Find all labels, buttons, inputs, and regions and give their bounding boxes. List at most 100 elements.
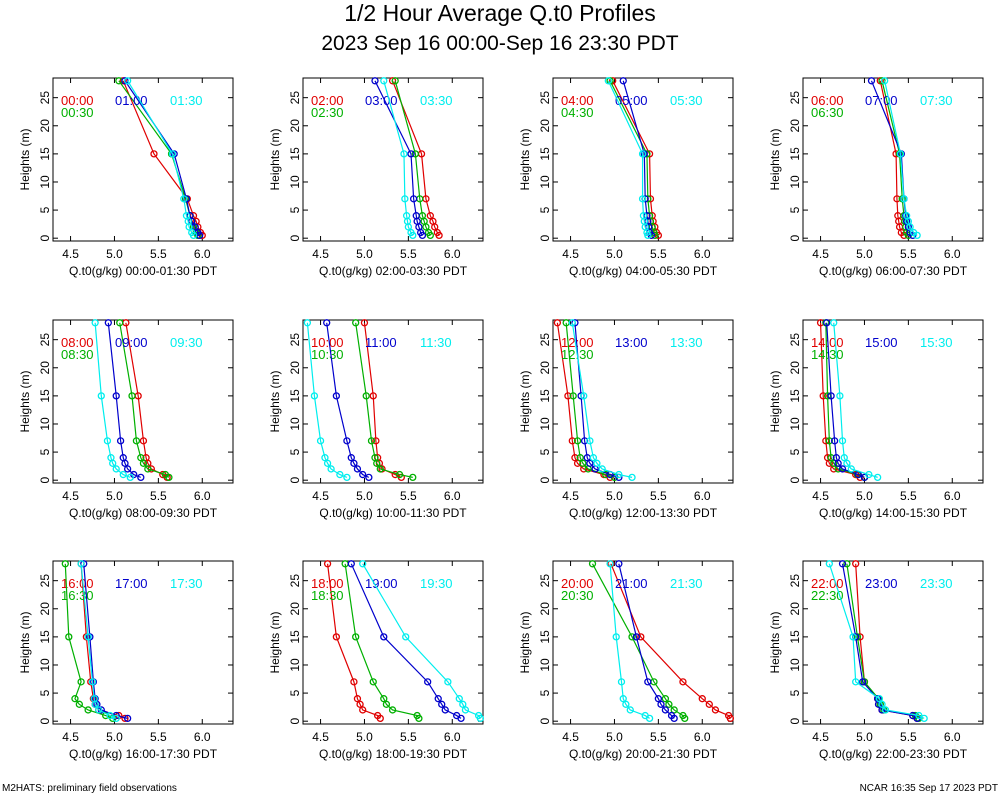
- x-tick-label: 5.5: [900, 247, 917, 261]
- data-point: [107, 454, 115, 462]
- legend-label: 23:30: [920, 576, 953, 591]
- data-point: [347, 454, 355, 462]
- legend-label: 13:00: [615, 335, 648, 350]
- x-axis-label: Q.t0(g/kg) 08:00-09:30 PDT: [69, 506, 218, 520]
- data-point: [881, 706, 890, 714]
- data-point: [453, 711, 461, 720]
- data-point: [617, 678, 626, 686]
- data-point: [825, 437, 833, 445]
- legend-label: 17:30: [170, 576, 203, 591]
- data-point: [580, 437, 589, 445]
- data-point: [137, 473, 145, 482]
- data-point: [622, 700, 630, 708]
- chart-title: 1/2 Hour Average Q.t0 Profiles: [344, 0, 656, 26]
- y-tick-label: 20: [788, 119, 802, 133]
- data-point: [104, 319, 112, 327]
- legend-label: 01:00: [115, 93, 148, 108]
- data-point: [724, 711, 733, 720]
- data-point: [395, 470, 404, 479]
- y-tick-label: 10: [788, 417, 802, 431]
- y-tick-label: 20: [788, 361, 802, 375]
- data-point: [362, 392, 370, 400]
- data-point: [580, 392, 588, 400]
- data-point: [441, 706, 449, 714]
- data-point: [843, 459, 851, 467]
- y-tick-label: 25: [288, 574, 302, 588]
- legend-label: 00:30: [61, 105, 94, 120]
- x-tick-label: 6.0: [444, 489, 461, 503]
- x-tick-label: 4.5: [562, 730, 579, 744]
- x-tick-label: 5.5: [150, 489, 167, 503]
- data-point: [350, 459, 358, 467]
- data-point: [573, 459, 582, 467]
- data-point: [119, 454, 127, 462]
- data-point: [77, 560, 85, 568]
- data-point: [188, 228, 196, 237]
- y-tick-label: 10: [288, 417, 302, 431]
- data-point: [852, 678, 860, 686]
- profile-panel: 4.5 5.0 5.5 6.0 0 5 10 15 20 25 Q.t0(g/kg) 04:00-0…: [518, 77, 734, 278]
- x-tick-label: 4.5: [812, 730, 829, 744]
- y-tick-label: 15: [788, 147, 802, 161]
- x-tick-label: 5.0: [606, 489, 623, 503]
- data-point: [75, 700, 83, 708]
- x-tick-label: 6.0: [694, 489, 711, 503]
- y-tick-label: 25: [788, 91, 802, 105]
- data-point: [589, 454, 598, 462]
- x-axis-label: Q.t0(g/kg) 10:00-11:30 PDT: [319, 506, 467, 520]
- plot-frame: [52, 319, 234, 484]
- data-point: [679, 678, 687, 686]
- y-tick-label: 0: [788, 477, 802, 484]
- data-point: [638, 195, 647, 203]
- y-tick-label: 0: [38, 477, 52, 484]
- x-tick-label: 6.0: [194, 730, 211, 744]
- data-point: [402, 633, 410, 641]
- data-point: [323, 459, 332, 467]
- data-point: [128, 392, 136, 400]
- plot-frame: [552, 560, 734, 725]
- data-point: [586, 437, 594, 445]
- y-tick-label: 25: [538, 91, 552, 105]
- data-point: [353, 465, 362, 473]
- data-point: [711, 706, 720, 714]
- y-tick-label: 5: [788, 448, 802, 455]
- y-tick-label: 15: [38, 147, 52, 161]
- data-point: [867, 77, 876, 85]
- data-point: [359, 706, 367, 714]
- y-tick-label: 5: [538, 689, 552, 696]
- legend-label: 09:30: [170, 335, 203, 350]
- data-point: [670, 706, 678, 714]
- data-point: [411, 150, 420, 158]
- x-tick-label: 5.0: [106, 489, 123, 503]
- x-tick-label: 5.5: [400, 247, 417, 261]
- y-tick-label: 0: [788, 718, 802, 725]
- data-point: [830, 459, 838, 467]
- y-tick-label: 15: [538, 147, 552, 161]
- legend-label: 18:30: [311, 588, 344, 603]
- y-tick-label: 5: [38, 448, 52, 455]
- y-axis-label: Heights (m): [768, 128, 782, 190]
- data-point: [137, 454, 145, 462]
- x-axis-label: Q.t0(g/kg) 12:00-13:30 PDT: [569, 506, 718, 520]
- y-axis-label: Heights (m): [268, 128, 282, 190]
- x-tick-label: 5.0: [606, 247, 623, 261]
- x-tick-label: 5.5: [150, 730, 167, 744]
- data-point: [95, 706, 103, 714]
- legend-label: 08:00: [61, 335, 94, 350]
- y-tick-label: 0: [538, 718, 552, 725]
- data-point: [609, 77, 617, 85]
- data-point: [80, 560, 88, 568]
- y-tick-label: 5: [788, 689, 802, 696]
- data-point: [667, 711, 676, 720]
- data-point: [316, 437, 325, 445]
- data-point: [391, 77, 399, 85]
- profile-panel: 4.5 5.0 5.5 6.0 0 5 10 15 20 25 Q.t0(g/kg) 12:00-1…: [518, 319, 734, 520]
- y-tick-label: 0: [288, 477, 302, 484]
- y-tick-label: 15: [288, 147, 302, 161]
- x-tick-label: 4.5: [62, 247, 79, 261]
- plot-frame: [802, 560, 984, 725]
- data-point: [102, 711, 110, 720]
- data-point: [352, 633, 360, 641]
- legend-label: 22:30: [811, 588, 844, 603]
